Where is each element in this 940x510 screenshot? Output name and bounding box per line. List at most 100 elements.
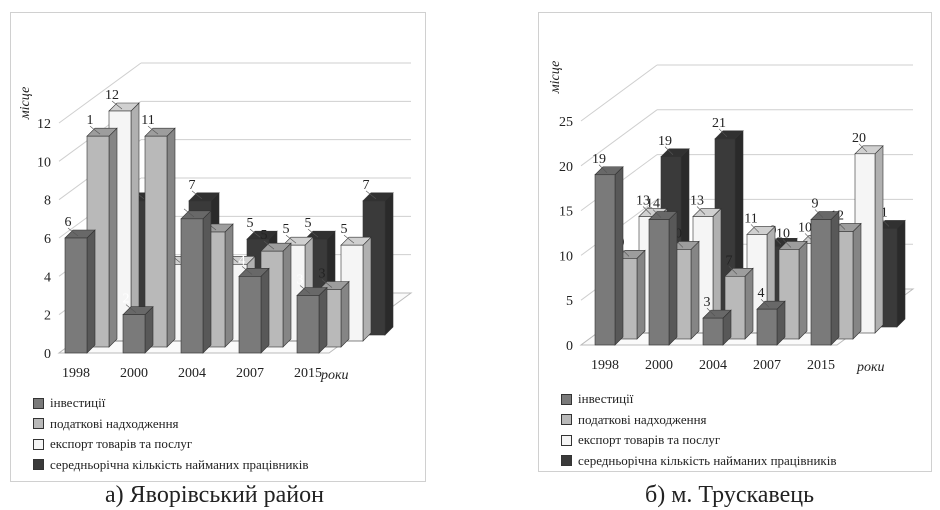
data-label: 4 [239,253,246,268]
legend-item-investments: інвестиції [33,393,309,414]
y-tick-label: 10 [37,155,51,170]
bar-investments-2000: 14 [646,197,678,346]
x-tick-label: 2004 [699,358,727,373]
legend-swatch-tax-revenue [561,414,572,426]
chart-b-legend: інвестиції податкові надходження експорт… [561,389,837,471]
bar-investments-2015: 3 [296,273,328,354]
legend-item-investments: інвестиції [561,389,837,410]
gridline-side [58,62,142,124]
bar-investments-2004: 7 [180,196,212,354]
data-label-leader [307,228,319,238]
data-label: 5 [283,222,290,237]
bar-front-face [144,135,168,348]
chart-panel-b: 0510152025місце1921991113131110209107101… [538,12,932,472]
data-label: 21 [712,116,726,131]
legend-swatch-tax-revenue [33,418,44,430]
data-label-leader [782,239,792,248]
data-label-leader [343,234,355,244]
bar-investments-2000: 2 [122,292,154,354]
legend-label-employees: середньорічна кількість найманих працівн… [578,452,837,468]
data-label: 13 [690,194,704,209]
legend-label-export: експорт товарів та послуг [578,432,721,447]
data-label: 3 [319,267,326,282]
data-label: 11 [141,113,154,128]
bar-side-face [340,280,350,348]
bar-side-face [224,223,234,348]
data-label: 3 [297,273,304,288]
legend-label-employees: середньорічна кількість найманих працівн… [50,456,309,472]
data-label: 7 [189,178,196,193]
bar-front-face [648,219,670,346]
y-axis-label: місце [548,61,563,95]
y-tick-label: 4 [44,270,51,285]
data-label: 10 [776,226,790,241]
data-label: 11 [744,211,757,226]
data-label-leader [191,190,203,200]
legend-item-tax-revenue: податкові надходження [561,410,837,431]
x-tick-label: 2015 [807,358,835,373]
data-label-leader [365,190,377,200]
data-label: 19 [658,134,672,149]
legend-item-export: експорт товарів та послуг [33,434,309,455]
bar-investments-1998: 19 [592,152,624,346]
legend-item-export: експорт товарів та послуг [561,430,837,451]
data-label: 7 [726,253,733,268]
bar-side-face [614,166,624,346]
chart-a-legend: інвестиції податкові надходження експорт… [33,393,309,475]
data-label-leader [147,125,159,135]
x-tick-label: 2015 [294,366,322,381]
bar-side-face [318,286,328,354]
x-axis-label: роки [856,360,885,375]
bar-side-face [690,240,700,340]
data-label-leader [642,206,652,215]
chart-b-caption: б) м. Трускавець [645,482,815,508]
data-label-leader [696,206,706,215]
bar-side-face [744,267,754,340]
data-label-leader [598,164,608,173]
bar-side-face [384,192,394,336]
chart-a-plot: 024681012місце77557124455111653627431998… [18,62,413,383]
data-label-leader [67,227,79,237]
data-label-leader [814,209,824,218]
data-label-leader [728,266,738,275]
bar-side-face [636,249,646,340]
data-label: 4 [758,286,765,301]
x-tick-label: 2007 [236,366,264,381]
data-label: 12 [105,88,119,103]
x-tick-label: 2000 [645,358,673,373]
bar-side-face [86,229,96,354]
data-label-leader [706,307,716,317]
y-tick-label: 5 [566,294,573,309]
x-tick-label: 2004 [178,366,206,381]
data-label-leader [241,266,253,275]
legend-label-investments: інвестиції [578,391,634,406]
y-tick-label: 20 [559,160,573,175]
y-tick-label: 0 [44,347,51,362]
bar-side-face [282,242,292,348]
legend-swatch-export [33,438,44,450]
y-tick-label: 2 [44,309,51,324]
data-label: 7 [181,196,188,211]
data-label-leader [750,224,760,233]
data-label-leader [858,143,868,153]
legend-item-employees: середньорічна кількість найманих працівн… [561,451,837,472]
bar-investments-2015: 9 [810,197,840,346]
chart-a-caption: а) Яворівський район [105,482,324,508]
data-label: 7 [363,178,370,193]
data-label-leader [183,208,195,218]
legend-label-investments: інвестиції [50,395,106,410]
bar-tax-revenue-2000: 11 [141,113,176,348]
data-label: 1 [87,113,94,128]
data-label-leader [299,285,311,294]
y-tick-label: 8 [44,194,51,209]
bar-front-face [64,237,88,354]
legend-label-export: експорт товарів та послуг [50,436,193,451]
data-label: 20 [852,131,866,146]
data-label-leader [760,298,770,308]
data-label: 5 [305,216,312,231]
legend-swatch-investments [561,393,572,405]
data-label: 6 [65,215,72,230]
data-label: 9 [812,197,819,212]
bar-investments-2007: 4 [238,253,270,354]
data-label: 2 [123,292,130,307]
